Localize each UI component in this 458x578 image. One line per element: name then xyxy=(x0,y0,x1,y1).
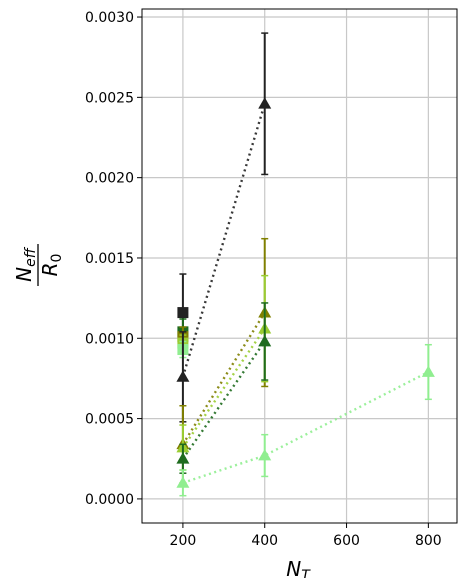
series-line xyxy=(181,327,266,449)
axis-ticks: 200 400 600 800 0.0000 0.0005 0.0010 0.0015 0.00… xyxy=(85,10,442,549)
triangle-point xyxy=(176,469,190,497)
series-line-group xyxy=(181,327,266,449)
y-axis-label: Neff R0 xyxy=(12,244,65,286)
series-line xyxy=(181,311,266,445)
triangle-point xyxy=(258,433,272,478)
triangle-point xyxy=(258,32,272,176)
series-line-group xyxy=(181,340,266,460)
y-axis-label-denominator: R0 xyxy=(38,254,65,277)
x-tick-label: 800 xyxy=(415,533,442,549)
y-tick-label: 0.0025 xyxy=(85,90,134,106)
y-tick-label: 0.0030 xyxy=(85,10,134,26)
series-line-group xyxy=(181,311,266,445)
y-tick-label: 0.0000 xyxy=(85,492,134,508)
triangle-marker xyxy=(258,449,272,461)
series-line xyxy=(181,103,266,378)
x-tick-label: 200 xyxy=(170,533,197,549)
triangle-marker xyxy=(176,452,190,464)
y-tick-label: 0.0020 xyxy=(85,171,134,187)
x-tick-label: 600 xyxy=(333,533,360,549)
y-tick-label: 0.0005 xyxy=(85,412,134,428)
triangle-marker xyxy=(258,97,272,109)
x-tick-label: 400 xyxy=(251,533,278,549)
triangle-marker xyxy=(176,370,190,382)
x-axis-label: NT xyxy=(286,557,311,578)
triangle-marker xyxy=(421,365,435,377)
triangle-point xyxy=(258,302,272,381)
square-marker xyxy=(177,307,189,319)
grid xyxy=(142,9,457,523)
plot-area xyxy=(176,32,435,497)
y-tick-label: 0.0015 xyxy=(85,251,134,267)
series-line-group xyxy=(181,103,266,378)
series-line xyxy=(181,340,266,460)
triangle-marker xyxy=(258,334,272,347)
triangle-point xyxy=(421,343,435,401)
y-axis-label-numerator: Neff xyxy=(12,246,39,282)
series-line xyxy=(182,370,429,484)
series-line-group xyxy=(182,370,429,484)
triangle-marker xyxy=(176,476,190,488)
plot-frame xyxy=(141,8,458,524)
y-tick-label: 0.0010 xyxy=(85,331,134,347)
